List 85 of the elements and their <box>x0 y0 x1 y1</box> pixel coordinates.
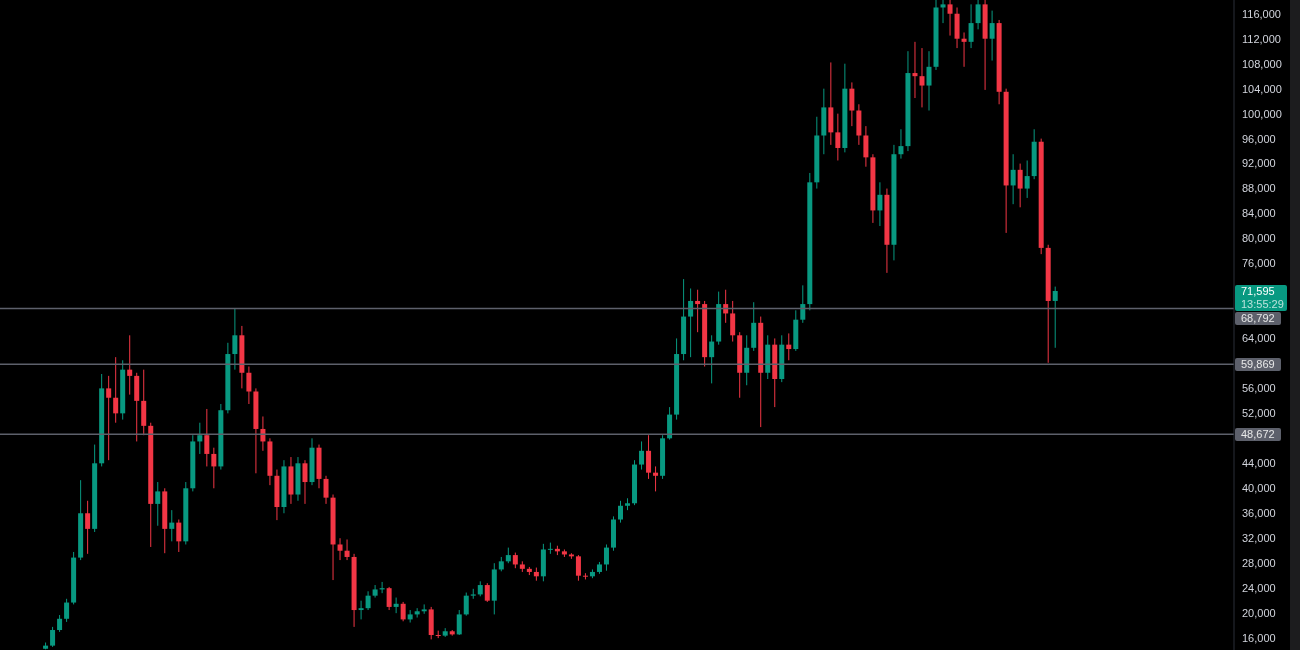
candlestick <box>155 481 161 527</box>
y-tick-label: 112,000 <box>1242 32 1281 45</box>
y-tick-label: 36,000 <box>1242 507 1276 520</box>
y-tick-label: 52,000 <box>1242 407 1276 420</box>
ref-line-label: 68,792 <box>1241 311 1275 324</box>
candlestick <box>603 543 609 572</box>
y-tick-label: 88,000 <box>1242 182 1276 195</box>
candlestick <box>618 500 623 524</box>
y-tick-label: 56,000 <box>1242 382 1276 395</box>
candlestick <box>695 289 701 333</box>
candlestick <box>1024 159 1030 199</box>
y-tick-label: 80,000 <box>1242 232 1276 245</box>
candlestick <box>365 590 371 611</box>
candlestick <box>877 181 883 227</box>
candlestick <box>302 459 308 505</box>
candlestick <box>484 582 490 603</box>
candlestick <box>197 422 203 455</box>
candlestick <box>113 356 119 424</box>
candlestick <box>975 0 981 30</box>
candlestick <box>337 537 343 561</box>
y-tick-label: 16,000 <box>1242 632 1276 645</box>
candlestick <box>989 10 995 62</box>
candlestick <box>835 113 841 161</box>
candlestick <box>968 3 974 49</box>
candlestick <box>232 307 238 371</box>
candlestick <box>176 519 182 553</box>
text: 71,595 <box>1241 285 1276 298</box>
candlestick <box>575 554 581 582</box>
candlestick <box>106 375 112 461</box>
y-tick-label: 40,000 <box>1242 482 1276 495</box>
candlestick <box>786 332 792 361</box>
text: 13:55:29 <box>1241 297 1285 310</box>
ref-line-label: 59,869 <box>1241 357 1275 370</box>
candlestick <box>1017 163 1023 208</box>
candlestick <box>344 538 350 561</box>
y-tick-label: 24,000 <box>1242 582 1276 595</box>
candlestick <box>246 366 252 405</box>
candlestick <box>169 509 175 542</box>
y-tick-label: 108,000 <box>1242 57 1282 70</box>
y-tick-label: 96,000 <box>1242 132 1276 145</box>
candlestick <box>85 500 91 555</box>
y-tick-label: 104,000 <box>1242 82 1282 95</box>
candlestick <box>926 50 932 112</box>
candlestick <box>639 440 645 471</box>
candlestick <box>898 128 904 160</box>
candlestick <box>386 586 392 611</box>
y-tick-label: 76,000 <box>1242 257 1276 270</box>
candlestick <box>463 592 469 617</box>
candlestick <box>1010 153 1016 205</box>
y-tick-label: 64,000 <box>1242 332 1276 345</box>
candlestick <box>709 334 715 384</box>
y-tick-label: 100,000 <box>1242 107 1282 120</box>
candlestick <box>912 41 918 99</box>
candlestick <box>1052 286 1058 349</box>
candlestick <box>204 408 210 467</box>
y-tick-label: 84,000 <box>1242 207 1276 220</box>
y-tick-label: 92,000 <box>1242 157 1276 170</box>
y-tick-label: 116,000 <box>1242 7 1281 20</box>
candlestick <box>393 597 399 614</box>
candlestick <box>646 434 652 480</box>
candlestick <box>127 334 133 396</box>
candlestick <box>358 600 364 620</box>
candlestick <box>211 447 217 489</box>
candlestick <box>64 598 70 623</box>
candlestick <box>730 300 736 343</box>
candlestick <box>653 465 659 492</box>
candlestick <box>919 47 925 108</box>
candlestick <box>547 542 553 555</box>
candlestick <box>323 475 329 505</box>
candlestick <box>50 626 56 648</box>
ref-line-label: 48,672 <box>1241 427 1275 440</box>
y-tick-label: 44,000 <box>1242 457 1276 470</box>
candlestick <box>688 287 694 358</box>
y-tick-label: 32,000 <box>1242 532 1276 545</box>
y-tick-label: 20,000 <box>1242 607 1276 620</box>
candlestick <box>863 125 869 168</box>
candlestick <box>947 0 953 37</box>
candlestick <box>456 609 462 636</box>
candlestick <box>961 31 967 68</box>
candlestick <box>940 0 946 24</box>
candlestick <box>372 584 378 599</box>
candlestick <box>400 601 406 622</box>
candlestick <box>849 81 855 127</box>
candlestick <box>800 284 806 324</box>
y-tick-label: 28,000 <box>1242 557 1276 570</box>
